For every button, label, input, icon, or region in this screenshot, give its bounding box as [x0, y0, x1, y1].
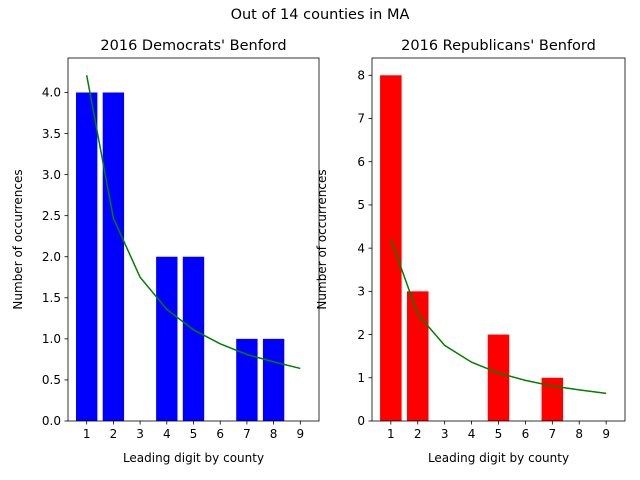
x-tick-label: 6 [216, 427, 224, 441]
bar-digit-1 [380, 75, 402, 422]
bar-digit-7 [236, 338, 258, 421]
y-tick-label: 4.0 [42, 86, 61, 100]
bar-digit-2 [102, 92, 125, 421]
y-tick-label: 6 [357, 155, 365, 169]
x-tick-label: 7 [549, 427, 557, 441]
x-tick-label: 4 [163, 427, 171, 441]
x-tick-label: 3 [136, 427, 144, 441]
x-tick-label: 9 [602, 427, 610, 441]
chart-title: 2016 Republicans' Benford [401, 38, 596, 54]
bar-digit-8 [262, 338, 285, 421]
y-tick-label: 1.0 [42, 332, 61, 346]
y-tick-label: 0.5 [42, 373, 61, 387]
benford-expected-line [390, 238, 607, 395]
x-tick-label: 2 [414, 427, 422, 441]
y-axis-label: Number of occurrences [11, 169, 25, 309]
y-tick-label: 0 [357, 414, 365, 428]
x-tick-label: 9 [296, 427, 304, 441]
bar-digit-1 [76, 92, 98, 421]
y-tick-label: 0.0 [42, 414, 61, 428]
x-tick-label: 8 [270, 427, 278, 441]
benford-expected-line [85, 75, 301, 370]
y-tick-label: 8 [357, 68, 365, 82]
y-tick-label: 3 [357, 285, 365, 299]
bar-digit-5 [487, 334, 510, 421]
y-tick-label: 4 [357, 241, 365, 255]
chart-panel-1: 1 2 3 4 5 6 7 8 9 0.0 0.5 1.0 1.5 2.0 2.5 3.0 3.5 4.0 2016… [11, 38, 320, 465]
y-tick-label: 3.5 [42, 127, 61, 141]
x-tick-label: 5 [495, 427, 503, 441]
x-tick-label: 1 [387, 427, 395, 441]
figure-suptitle: Out of 14 counties in MA [230, 7, 410, 23]
x-tick-label: 2 [110, 427, 118, 441]
y-tick-label: 3.0 [42, 168, 61, 182]
bar-digit-5 [182, 256, 205, 421]
x-tick-label: 8 [575, 427, 583, 441]
x-tick-label: 6 [522, 427, 530, 441]
y-tick-label: 1.5 [42, 291, 61, 305]
y-tick-label: 1 [357, 371, 365, 385]
y-tick-label: 5 [357, 198, 365, 212]
bar-digit-2 [406, 291, 429, 421]
x-tick-label: 3 [441, 427, 449, 441]
x-tick-label: 7 [243, 427, 251, 441]
x-axis-label: Leading digit by county [428, 451, 569, 465]
x-axis-label: Leading digit by county [123, 451, 264, 465]
y-tick-label: 2.0 [42, 250, 61, 264]
y-tick-label: 7 [357, 112, 365, 126]
bar-digit-7 [541, 377, 564, 421]
chart-title: 2016 Democrats' Benford [100, 38, 286, 54]
x-tick-label: 4 [468, 427, 476, 441]
x-tick-label: 5 [190, 427, 198, 441]
y-tick-label: 2 [357, 328, 365, 342]
y-axis-label: Number of occurrences [315, 169, 329, 309]
bar-digit-4 [156, 256, 178, 421]
y-tick-label: 2.5 [42, 209, 61, 223]
chart-panel-2: 1 2 3 4 5 6 7 8 9 0 1 2 3 4 5 6 7 8 2016 Republicans' Benf… [315, 38, 626, 465]
x-tick-label: 1 [83, 427, 91, 441]
